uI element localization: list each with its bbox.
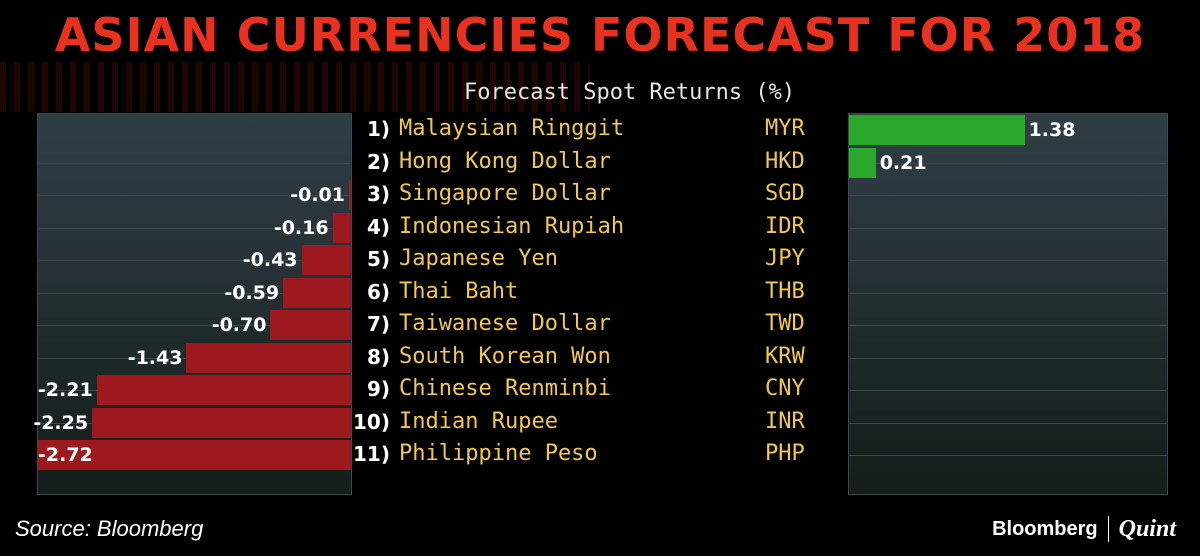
grid-line bbox=[38, 195, 351, 196]
negative-returns-panel: -0.01 -0.16 -0.43 -0.59 -0.70 -1.43 -2.21 -2.25… bbox=[33, 113, 352, 495]
negative-bar bbox=[38, 440, 351, 470]
currency-name: Singapore Dollar bbox=[399, 181, 611, 206]
rank-label: 10) bbox=[353, 409, 390, 434]
rank-label: 2) bbox=[366, 149, 390, 174]
currency-name: Japanese Yen bbox=[399, 246, 558, 271]
currency-code: KRW bbox=[765, 343, 805, 369]
grid-line bbox=[38, 292, 351, 294]
value-label: -0.01 bbox=[290, 184, 345, 206]
grid-line bbox=[38, 227, 351, 229]
currency-name: Indian Rupee bbox=[399, 408, 558, 434]
negative-bar bbox=[270, 310, 351, 340]
negative-bar bbox=[96, 375, 351, 405]
brand-divider bbox=[1107, 516, 1109, 542]
value-label: 1.38 bbox=[1028, 119, 1076, 141]
positive-bar bbox=[849, 147, 876, 178]
currency-code: THB bbox=[765, 278, 805, 304]
brand-logo: Bloomberg Quint bbox=[992, 514, 1176, 544]
currency-code: TWD bbox=[765, 311, 805, 336]
value-label: -2.21 bbox=[37, 379, 93, 401]
background-texture bbox=[0, 62, 590, 112]
grid-line bbox=[849, 292, 1167, 294]
value-label: -0.16 bbox=[273, 216, 329, 239]
grid-line bbox=[849, 390, 1167, 391]
rank-label: 7) bbox=[366, 312, 390, 336]
currency-code: IDR bbox=[765, 213, 805, 239]
grid-line bbox=[38, 325, 351, 326]
value-label: -1.43 bbox=[127, 346, 183, 369]
currency-name: Thai Baht bbox=[399, 278, 519, 304]
negative-bar bbox=[332, 212, 351, 243]
currency-code: SGD bbox=[765, 181, 805, 206]
value-label: -0.43 bbox=[242, 249, 298, 271]
brand-primary: Bloomberg bbox=[992, 517, 1098, 540]
positive-bar bbox=[849, 115, 1025, 145]
grid-line bbox=[38, 260, 351, 261]
currency-code: HKD bbox=[765, 148, 805, 174]
negative-bar bbox=[92, 407, 351, 438]
source-note: Source: Bloomberg bbox=[15, 516, 204, 541]
currency-code: PHP bbox=[765, 441, 805, 466]
value-label: -2.25 bbox=[33, 411, 89, 434]
currency-name: Malaysian Ringgit bbox=[399, 116, 625, 141]
negative-bar bbox=[349, 180, 351, 210]
negative-bar bbox=[283, 277, 351, 308]
negative-bar bbox=[301, 245, 351, 275]
currency-name: Indonesian Rupiah bbox=[399, 213, 625, 239]
value-label: -2.72 bbox=[38, 444, 93, 466]
grid-line bbox=[849, 455, 1167, 456]
rank-label: 8) bbox=[366, 344, 390, 369]
rank-label: 1) bbox=[366, 117, 390, 141]
chart-title: ASIAN CURRENCIES FORECAST FOR 2018 bbox=[54, 8, 1146, 62]
currency-name: Hong Kong Dollar bbox=[399, 148, 611, 174]
currency-name: South Korean Won bbox=[399, 343, 611, 369]
rank-label: 5) bbox=[366, 247, 390, 271]
value-label: -0.59 bbox=[224, 281, 280, 304]
negative-bar bbox=[186, 342, 351, 373]
rank-label: 11) bbox=[353, 442, 390, 466]
grid-line bbox=[849, 227, 1167, 229]
grid-line bbox=[849, 325, 1167, 326]
brand-secondary: Quint bbox=[1118, 515, 1176, 542]
rank-label: 4) bbox=[366, 214, 390, 239]
currency-name: Taiwanese Dollar bbox=[399, 311, 611, 336]
currency-name: Philippine Peso bbox=[399, 441, 598, 466]
grid-line bbox=[849, 422, 1167, 424]
grid-line bbox=[849, 260, 1167, 261]
value-label: -0.70 bbox=[211, 314, 267, 336]
currency-code: MYR bbox=[765, 116, 805, 141]
rank-label: 3) bbox=[366, 182, 390, 206]
grid-line bbox=[849, 162, 1167, 164]
rank-label: 9) bbox=[366, 377, 390, 401]
currency-code: CNY bbox=[765, 376, 805, 401]
rank-label: 6) bbox=[366, 279, 390, 304]
currency-code: INR bbox=[765, 408, 805, 434]
grid-line bbox=[38, 162, 351, 164]
chart-subtitle: Forecast Spot Returns (%) bbox=[464, 80, 796, 105]
grid-line bbox=[849, 195, 1167, 196]
grid-line bbox=[849, 357, 1167, 359]
value-label: 0.21 bbox=[879, 151, 927, 174]
positive-returns-panel: 1.38 0.21 bbox=[848, 113, 1168, 495]
currency-code: JPY bbox=[765, 246, 805, 271]
currency-name: Chinese Renminbi bbox=[399, 376, 611, 401]
